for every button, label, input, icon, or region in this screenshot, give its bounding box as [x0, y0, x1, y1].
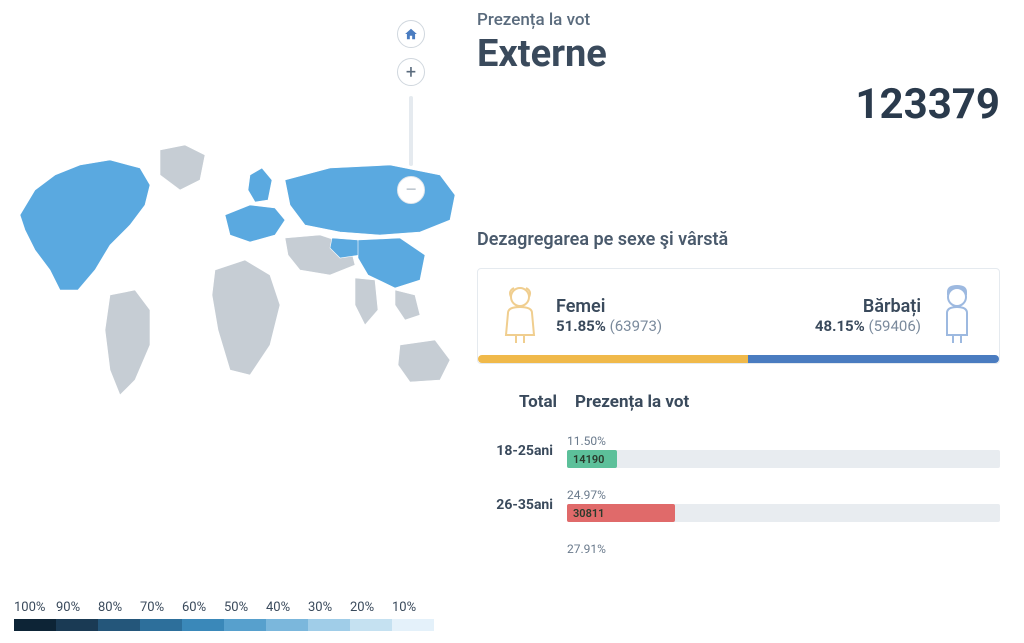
age-fill: 14190: [567, 450, 617, 468]
legend-label: 40%: [266, 600, 308, 615]
age-percent: 24.97%: [567, 488, 1000, 502]
gender-female: Femei 51.85% (63973): [496, 283, 662, 347]
legend-label: 100%: [14, 600, 56, 615]
gender-breakdown: Femei 51.85% (63973): [477, 268, 1000, 364]
legend-label: 20%: [350, 600, 392, 615]
age-track: 30811: [567, 504, 1000, 522]
page-subtitle: Prezența la vot: [477, 10, 1000, 30]
age-label: 26-35ani: [477, 497, 553, 513]
world-map[interactable]: [0, 120, 460, 424]
gender-male: Bărbați 48.15% (59406): [815, 283, 981, 347]
female-percent: 51.85%: [556, 317, 606, 335]
map-controls: + −: [397, 20, 425, 204]
legend-swatch: [266, 619, 308, 631]
female-icon: [496, 283, 544, 347]
legend-swatch: [56, 619, 98, 631]
female-count: (63973): [610, 317, 663, 335]
legend-swatch: [350, 619, 392, 631]
legend-swatch: [308, 619, 350, 631]
map-zoom-track[interactable]: [409, 96, 413, 166]
gender-bar: [478, 355, 999, 363]
age-row: 18-25ani 11.50% 14190: [477, 434, 1000, 468]
legend-label: 90%: [56, 600, 98, 615]
legend-swatch: [98, 619, 140, 631]
legend-labels: 100%90%80%70%60%50%40%30%20%10%: [14, 600, 445, 615]
legend-label: 30%: [308, 600, 350, 615]
legend-swatch: [224, 619, 266, 631]
female-label: Femei: [556, 296, 662, 317]
age-col-total: Total: [519, 392, 557, 412]
legend-label: 70%: [140, 600, 182, 615]
age-row: 26-35ani 24.97% 30811: [477, 488, 1000, 522]
male-count: (59406): [868, 317, 921, 335]
map-legend: 100%90%80%70%60%50%40%30%20%10%: [14, 600, 445, 631]
legend-label: 10%: [392, 600, 434, 615]
age-percent: 11.50%: [567, 434, 1000, 448]
age-bar-wrap: 27.91%: [567, 542, 1000, 558]
legend-swatch: [14, 619, 56, 631]
male-label: Bărbați: [815, 296, 921, 317]
age-table-header: Total Prezența la vot: [477, 392, 1000, 412]
page-title: Externe: [477, 32, 1000, 76]
map-home-button[interactable]: [397, 20, 425, 48]
male-icon: [933, 283, 981, 347]
age-bar-wrap: 24.97% 30811: [567, 488, 1000, 522]
legend-label: 80%: [98, 600, 140, 615]
age-row: 27.91%: [477, 542, 1000, 558]
legend-label: 50%: [224, 600, 266, 615]
gender-section-title: Dezagregarea pe sexe şi vârstă: [477, 229, 1000, 250]
age-fill: 30811: [567, 504, 675, 522]
total-count: 123379: [477, 80, 1000, 129]
age-col-turnout: Prezența la vot: [575, 392, 689, 412]
age-rows: 18-25ani 11.50% 14190 26-35ani 24.97% 30811 27…: [477, 434, 1000, 558]
age-bar-wrap: 11.50% 14190: [567, 434, 1000, 468]
map-zoom-out-button[interactable]: −: [397, 176, 425, 204]
male-percent: 48.15%: [815, 317, 865, 335]
gender-bar-female: [478, 355, 748, 363]
age-label: 18-25ani: [477, 443, 553, 459]
map-panel: + −: [0, 0, 465, 643]
legend-swatch: [182, 619, 224, 631]
legend-label: 60%: [182, 600, 224, 615]
stats-panel: Prezența la vot Externe 123379 Dezagrega…: [465, 0, 1024, 643]
age-track: 14190: [567, 450, 1000, 468]
legend-swatch: [140, 619, 182, 631]
gender-bar-male: [748, 355, 999, 363]
map-zoom-in-button[interactable]: +: [397, 58, 425, 86]
legend-swatch: [392, 619, 434, 631]
legend-gradient: [14, 619, 434, 631]
age-percent: 27.91%: [567, 542, 1000, 556]
